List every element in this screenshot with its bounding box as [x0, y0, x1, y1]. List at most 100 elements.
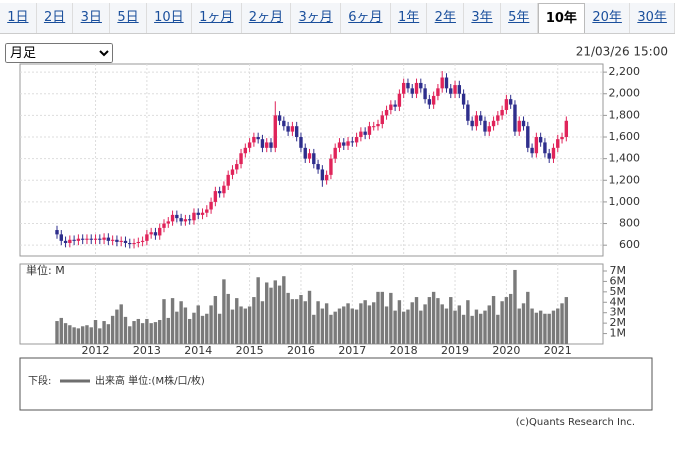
volume-bar	[513, 269, 517, 344]
volume-bar	[474, 309, 479, 344]
period-tab[interactable]: 20年	[585, 3, 631, 33]
period-tabs: 1日 2日 3日 5日 10日 1ヶ月 2ヶ月 3ヶ月 6ヶ月 1年 2年 3年 5年 10年 20年 30年	[0, 3, 675, 34]
candle-body	[496, 115, 500, 121]
y-tick-label: 1,400	[609, 152, 641, 165]
volume-bar	[367, 305, 372, 344]
candle-body	[110, 239, 115, 241]
candle-body	[239, 153, 243, 165]
period-tab[interactable]: 2年	[427, 3, 465, 33]
volume-bar	[410, 302, 414, 344]
y-tick-label: 4M	[610, 295, 627, 308]
period-tab[interactable]: 2ヶ月	[241, 3, 292, 33]
volume-bar	[153, 322, 158, 344]
period-tab[interactable]: 2日	[36, 3, 74, 33]
period-tab[interactable]: 5年	[500, 3, 538, 33]
candle-body	[491, 120, 496, 127]
volume-bar	[299, 294, 303, 344]
period-tab[interactable]: 1日	[0, 3, 37, 33]
volume-bar	[329, 314, 333, 344]
volume-bar	[406, 309, 410, 344]
period-tab[interactable]: 3日	[73, 3, 111, 33]
candle-body	[487, 126, 491, 132]
x-tick-label: 2012	[82, 344, 110, 357]
volume-bar	[538, 310, 543, 344]
candle-body	[329, 158, 333, 175]
x-tick-label: 2021	[544, 344, 572, 357]
candle-body	[551, 147, 556, 159]
volume-bar	[222, 279, 226, 344]
timestamp: 21/03/26 15:00	[576, 45, 668, 59]
x-tick-label: 2020	[492, 344, 520, 357]
volume-bar	[470, 315, 474, 344]
candle-body	[410, 88, 414, 94]
volume-bar	[145, 318, 149, 344]
volume-bar	[239, 306, 243, 344]
volume-bar	[226, 293, 230, 344]
candle-body	[320, 169, 325, 181]
volume-bar	[423, 304, 427, 344]
volume-bar	[401, 311, 406, 344]
volume-bar	[500, 301, 504, 344]
candle-body	[461, 93, 466, 105]
volume-bar	[282, 276, 286, 344]
candle-body	[235, 164, 239, 170]
candle-body	[342, 142, 346, 146]
volume-bar	[68, 325, 72, 344]
candle-body	[560, 137, 564, 140]
volume-bar	[530, 308, 534, 344]
period-tab[interactable]: 30年	[630, 3, 675, 33]
candle-body	[547, 153, 551, 159]
candle-body	[98, 238, 102, 240]
period-tab[interactable]: 10年	[537, 3, 586, 33]
volume-bar	[393, 310, 397, 344]
period-tab[interactable]: 10日	[146, 3, 192, 33]
volume-bar	[213, 296, 218, 344]
volume-bar	[461, 314, 466, 344]
volume-bar	[110, 315, 115, 344]
candle-body	[200, 212, 205, 215]
period-tab[interactable]: 3年	[464, 3, 501, 33]
volume-bar	[140, 323, 145, 344]
candle-body	[286, 126, 290, 132]
volume-bar	[551, 310, 556, 344]
candle-body	[346, 141, 350, 146]
candle-body	[470, 120, 474, 127]
candle-body	[76, 238, 81, 241]
volume-bar	[123, 316, 128, 344]
candle-body	[333, 147, 337, 159]
candle-body	[175, 214, 179, 219]
candle-body	[153, 232, 158, 236]
volume-bar	[444, 308, 449, 344]
y-tick-label: 7M	[610, 264, 627, 277]
period-tab[interactable]: 3ヶ月	[291, 3, 342, 33]
volume-bar	[427, 297, 432, 344]
candle-body	[230, 169, 235, 175]
interval-select[interactable]: 月足	[5, 43, 113, 63]
candle-body	[538, 137, 543, 143]
volume-bar	[496, 314, 500, 344]
candle-body	[170, 214, 175, 222]
volume-bar	[252, 297, 256, 344]
volume-bar	[359, 303, 363, 344]
candle-body	[427, 99, 432, 105]
candle-body	[102, 237, 106, 240]
candle-body	[196, 212, 200, 215]
candle-body	[72, 239, 76, 241]
period-tab[interactable]: 1ヶ月	[191, 3, 242, 33]
period-tab[interactable]: 5日	[110, 3, 147, 33]
candle-body	[367, 126, 372, 135]
candle-body	[192, 212, 196, 221]
price-panel	[19, 63, 604, 257]
candle-body	[68, 239, 72, 244]
period-tab[interactable]: 6ヶ月	[341, 3, 391, 33]
candle-body	[431, 95, 436, 105]
volume-bar	[196, 305, 200, 344]
candle-body	[217, 191, 222, 194]
volume-bar	[106, 324, 111, 344]
volume-bar	[517, 308, 521, 344]
period-tab[interactable]: 1年	[390, 3, 428, 33]
candle-body	[483, 120, 487, 132]
candle-body	[337, 142, 342, 148]
candle-body	[359, 131, 363, 138]
candle-body	[213, 191, 218, 202]
